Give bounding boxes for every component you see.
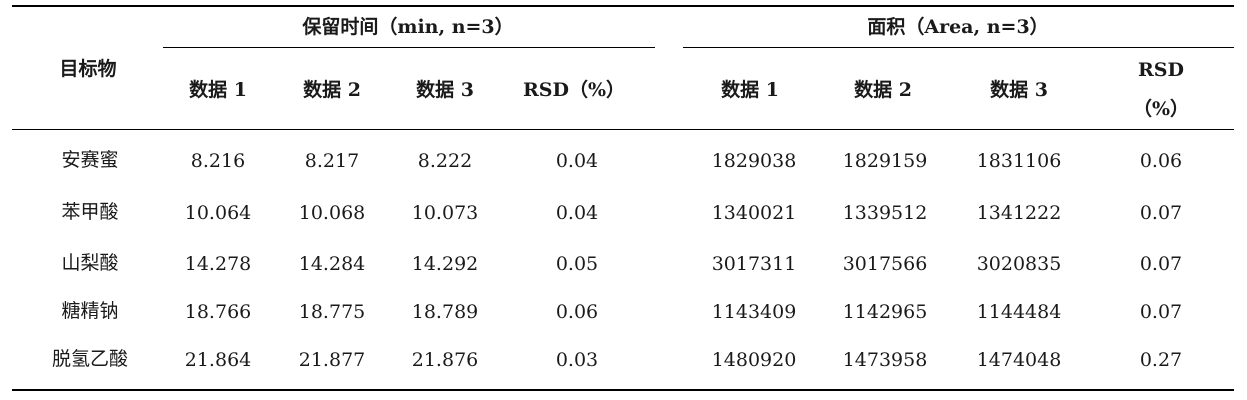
table-cell: 21.864 bbox=[184, 349, 252, 371]
table-cell: 0.06 bbox=[1139, 150, 1183, 172]
table-cell: 14.278 bbox=[184, 253, 252, 275]
table-cell: 14.292 bbox=[411, 253, 479, 275]
table-cell: 21.877 bbox=[298, 349, 366, 371]
bottom-rule bbox=[12, 389, 1234, 391]
table-cell: 0.07 bbox=[1139, 301, 1183, 323]
table-cell: 1474048 bbox=[976, 349, 1062, 371]
table-cell: 18.789 bbox=[411, 301, 479, 323]
table-cell: 10.073 bbox=[411, 202, 479, 224]
col-header-rt-2: 数据 2 bbox=[303, 79, 361, 101]
table-cell: 1143409 bbox=[711, 301, 797, 323]
table-cell: 0.03 bbox=[555, 349, 599, 371]
row-label: 苯甲酸 bbox=[61, 201, 119, 223]
table-cell: 1473958 bbox=[842, 349, 928, 371]
group-header-area: 面积（Area, n=3） bbox=[867, 16, 1049, 38]
col-header-area-1: 数据 1 bbox=[721, 79, 779, 101]
col-header-rt-3: 数据 3 bbox=[416, 79, 474, 101]
table-cell: 0.07 bbox=[1139, 202, 1183, 224]
table-cell: 1142965 bbox=[842, 301, 928, 323]
table-cell: 1144484 bbox=[976, 301, 1062, 323]
row-header-label: 目标物 bbox=[59, 58, 117, 80]
group-rule-area bbox=[683, 47, 1234, 48]
table-cell: 8.216 bbox=[190, 150, 246, 172]
row-label: 安赛蜜 bbox=[61, 149, 119, 171]
table-cell: 1480920 bbox=[711, 349, 797, 371]
table-cell: 0.04 bbox=[555, 202, 599, 224]
table-cell: 0.06 bbox=[555, 301, 599, 323]
header-bottom-rule bbox=[12, 129, 1234, 130]
row-label: 糖精钠 bbox=[61, 300, 119, 322]
col-header-area-rsd-line2: （%） bbox=[1132, 98, 1190, 120]
table-cell: 0.07 bbox=[1139, 253, 1183, 275]
table-cell: 3017311 bbox=[711, 253, 797, 275]
table-cell: 1341222 bbox=[976, 202, 1062, 224]
table-cell: 0.27 bbox=[1139, 349, 1183, 371]
table-cell: 0.05 bbox=[555, 253, 599, 275]
col-header-rt-rsd: RSD（%） bbox=[522, 79, 626, 101]
row-label: 山梨酸 bbox=[61, 252, 119, 274]
table-cell: 1829159 bbox=[842, 150, 928, 172]
table-cell: 1829038 bbox=[711, 150, 797, 172]
table-cell: 1340021 bbox=[711, 202, 797, 224]
group-header-retention: 保留时间（min, n=3） bbox=[302, 16, 514, 38]
table-cell: 10.068 bbox=[298, 202, 366, 224]
col-header-area-2: 数据 2 bbox=[854, 79, 912, 101]
group-rule-retention bbox=[163, 47, 655, 48]
table-cell: 0.04 bbox=[555, 150, 599, 172]
table-cell: 3020835 bbox=[976, 253, 1062, 275]
table-cell: 10.064 bbox=[184, 202, 252, 224]
top-rule bbox=[12, 5, 1234, 7]
table-cell: 3017566 bbox=[842, 253, 928, 275]
table-cell: 8.222 bbox=[417, 150, 473, 172]
table-cell: 21.876 bbox=[411, 349, 479, 371]
row-label: 脱氢乙酸 bbox=[51, 348, 129, 370]
table-cell: 1831106 bbox=[976, 150, 1062, 172]
table-cell: 14.284 bbox=[298, 253, 366, 275]
table-cell: 8.217 bbox=[304, 150, 360, 172]
table-cell: 18.766 bbox=[184, 301, 252, 323]
table-cell: 1339512 bbox=[842, 202, 928, 224]
col-header-rt-1: 数据 1 bbox=[189, 79, 247, 101]
col-header-area-rsd-line1: RSD bbox=[1138, 59, 1184, 81]
col-header-area-3: 数据 3 bbox=[990, 79, 1048, 101]
table-cell: 18.775 bbox=[298, 301, 366, 323]
